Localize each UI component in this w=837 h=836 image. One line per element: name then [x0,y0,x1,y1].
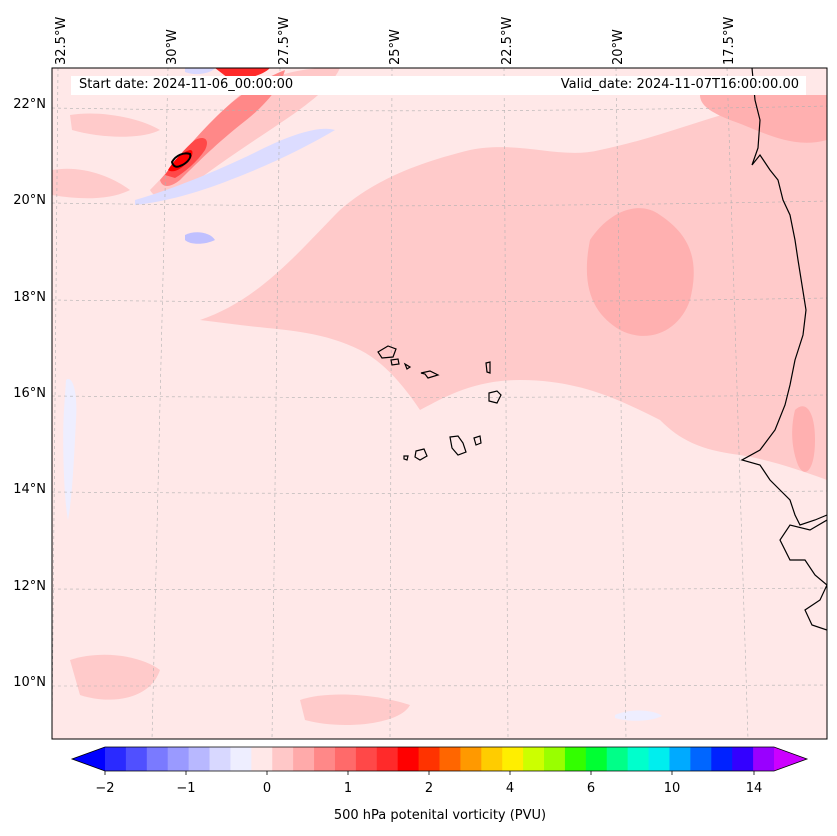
colorbar-tick-label: 1 [343,781,353,796]
colorbar-tick-label: 0 [262,781,272,796]
pv-contour-negative-spot [185,232,215,244]
pv-contour-southwest-patch [70,654,160,700]
pv-contour-northwest-patch [52,168,130,199]
colorbar-tick-label: 4 [505,781,515,796]
colorbar-tick-label: 14 [745,781,763,796]
africa-coastline [740,68,827,526]
colorbar-title: 500 hPa potenital vorticity (PVU) [333,808,547,823]
lat-label-22n: 22°N [13,97,46,112]
start-date-label: Start date: 2024-11-06_00:00:00 [79,77,294,92]
map-frame [51,67,828,740]
pv-contour-negative-south [615,710,662,721]
pv-contour-negative-top [185,68,215,75]
valid-date-label: Valid_date: 2024-11-07T16:00:00.00 [560,77,799,92]
colorbar-tick-label: −2 [95,781,115,796]
pv-contour-negative-west [63,379,77,520]
pv-contour-jet-top [215,68,270,79]
pv-contour-jet-outline [170,152,192,168]
colorbar-tick-label: −1 [176,781,196,796]
colorbar-tick-label: 10 [663,781,681,796]
lat-label-18n: 18°N [13,290,46,305]
pv-contour-band-east [586,208,694,336]
pv-contour-negative-streak [135,128,335,205]
lat-label-16n: 16°N [13,386,46,401]
lat-label-14n: 14°N [13,482,46,497]
pv-contour-band-central [200,105,827,480]
pv-contour-band-northeast [700,95,827,143]
cape-verde-islands [377,345,502,461]
africa-coastline-south [779,519,827,631]
pv-contour-northwest-patch-2 [70,113,160,137]
pv-contour-jet-outer [150,68,340,198]
date-info-bar: Start date: 2024-11-06_00:00:00 Valid_da… [71,76,806,95]
pv-contour-south-patch [300,694,410,725]
lat-label-12n: 12°N [13,579,46,594]
colorbar-tick-label: 2 [424,781,434,796]
colorbar-tick-label: 6 [586,781,596,796]
lat-label-20n: 20°N [13,193,46,208]
pv-contour-coastal-patch [792,406,815,472]
lat-label-10n: 10°N [13,675,46,690]
map-gridlines [52,68,827,739]
